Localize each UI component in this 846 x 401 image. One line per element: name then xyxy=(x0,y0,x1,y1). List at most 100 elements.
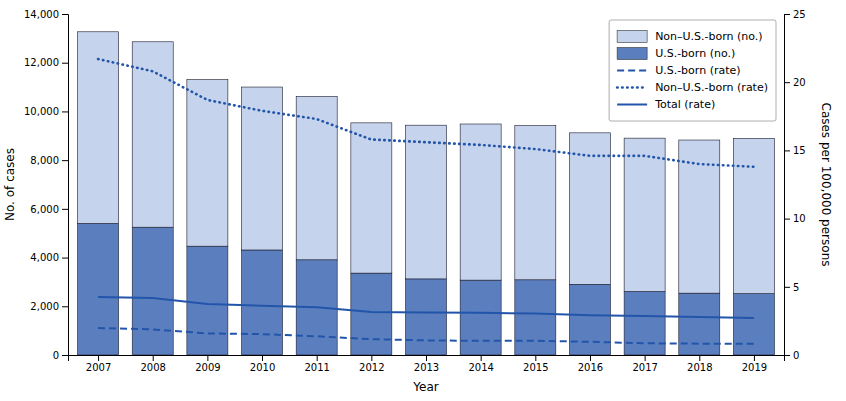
tick-label: 10 xyxy=(793,213,806,224)
tick: 5 xyxy=(784,282,799,293)
bar xyxy=(132,227,173,355)
tick: 2010 xyxy=(250,355,275,373)
tick-mark xyxy=(207,355,208,361)
bar xyxy=(406,125,447,279)
tick-label: 2018 xyxy=(687,362,712,373)
tick-mark xyxy=(784,150,790,151)
tick: 2014 xyxy=(468,355,493,373)
tick: 10 xyxy=(784,213,806,224)
tick: 2009 xyxy=(195,355,220,373)
tick-mark xyxy=(153,355,154,361)
tick: 2015 xyxy=(523,355,548,373)
tick: 2007 xyxy=(86,355,111,373)
tick-mark xyxy=(754,355,755,361)
legend-swatch xyxy=(617,104,647,106)
bar xyxy=(242,87,283,250)
bar xyxy=(569,284,610,355)
rate-line xyxy=(98,328,754,344)
tick-mark xyxy=(426,355,427,361)
tick-mark xyxy=(371,355,372,361)
x-axis-title: Year xyxy=(412,380,438,394)
tick-mark xyxy=(62,63,68,64)
bar xyxy=(78,32,119,224)
bar-series xyxy=(78,32,775,294)
legend-item: Non–U.S.-born (rate) xyxy=(617,81,768,94)
tick: 2019 xyxy=(742,355,767,373)
tick-mark xyxy=(62,111,68,112)
tick-label: 5 xyxy=(793,282,799,293)
bar xyxy=(242,250,283,355)
tick-mark xyxy=(784,355,790,356)
axis-line xyxy=(69,356,785,362)
tick: 2018 xyxy=(687,355,712,373)
legend-swatch xyxy=(617,86,647,89)
legend-item: Non–U.S.-born (no.) xyxy=(617,30,763,43)
tick-label: 2007 xyxy=(86,362,111,373)
bar xyxy=(296,96,337,259)
tick-label: 2009 xyxy=(195,362,220,373)
tick-label: 2012 xyxy=(359,362,384,373)
tick: 12,000 xyxy=(24,57,68,68)
tick-label: 20 xyxy=(793,77,806,88)
legend-label: Non–U.S.-born (no.) xyxy=(655,30,763,43)
tick-label: 25 xyxy=(793,9,806,20)
y2-axis-title: Cases per 100,000 persons xyxy=(819,102,833,266)
bar xyxy=(515,280,556,355)
tick: 10,000 xyxy=(24,106,68,117)
tick-mark xyxy=(784,287,790,288)
legend-item: Total (rate) xyxy=(617,98,715,111)
tick-label: 14,000 xyxy=(24,9,59,20)
tick-mark xyxy=(62,355,68,356)
tick-label: 4,000 xyxy=(30,252,59,263)
tick-label: 2013 xyxy=(414,362,439,373)
tick: 2,000 xyxy=(30,301,68,312)
bar xyxy=(78,223,119,355)
x-axis: 2007 2008 2009 2010 2011 2012 2013 2014 2015 2016… xyxy=(69,355,785,373)
tick: 2008 xyxy=(140,355,165,373)
tick-label: 2,000 xyxy=(30,301,59,312)
y-axis-title: No. of cases xyxy=(3,148,17,221)
bar xyxy=(351,273,392,355)
tick: 2016 xyxy=(578,355,603,373)
tick-mark xyxy=(784,14,790,15)
axis-line xyxy=(785,15,791,356)
legend-item: U.S.-born (rate) xyxy=(617,64,740,77)
tick-mark xyxy=(62,209,68,210)
tick-mark xyxy=(62,258,68,259)
plot: 2007200820092010201120122013201420152016… xyxy=(3,9,833,394)
tick: 8,000 xyxy=(30,155,68,166)
rate-line xyxy=(98,297,754,318)
tick-label: 8,000 xyxy=(30,155,59,166)
tick: 6,000 xyxy=(30,204,68,215)
legend-label: Non–U.S.-born (rate) xyxy=(655,81,768,94)
legend-item: U.S.-born (no.) xyxy=(617,47,735,60)
tick-mark xyxy=(481,355,482,361)
bar xyxy=(406,279,447,355)
bar xyxy=(460,124,501,280)
legend-label: Total (rate) xyxy=(654,98,715,111)
axis-line xyxy=(62,15,69,356)
tick-mark xyxy=(262,355,263,361)
tick: 0 xyxy=(784,350,799,361)
tick-mark xyxy=(784,82,790,83)
tick: 4,000 xyxy=(30,252,68,263)
tick-label: 0 xyxy=(793,350,799,361)
y2-axis: 0510152025 xyxy=(784,9,806,361)
bar xyxy=(351,123,392,273)
tick: 20 xyxy=(784,77,806,88)
tick-mark xyxy=(590,355,591,361)
tick-label: 2016 xyxy=(578,362,603,373)
tick-label: 0 xyxy=(53,350,59,361)
tick: 2012 xyxy=(359,355,384,373)
tick-mark xyxy=(317,355,318,361)
tick-label: 2010 xyxy=(250,362,275,373)
legend-label: U.S.-born (no.) xyxy=(655,47,735,60)
tick: 25 xyxy=(784,9,806,20)
tick-label: 2011 xyxy=(304,362,329,373)
legend-swatch xyxy=(617,70,647,72)
tick-mark xyxy=(62,306,68,307)
bar xyxy=(624,291,665,355)
tick-label: 2015 xyxy=(523,362,548,373)
tick: 2011 xyxy=(304,355,329,373)
tick-label: 10,000 xyxy=(24,106,59,117)
